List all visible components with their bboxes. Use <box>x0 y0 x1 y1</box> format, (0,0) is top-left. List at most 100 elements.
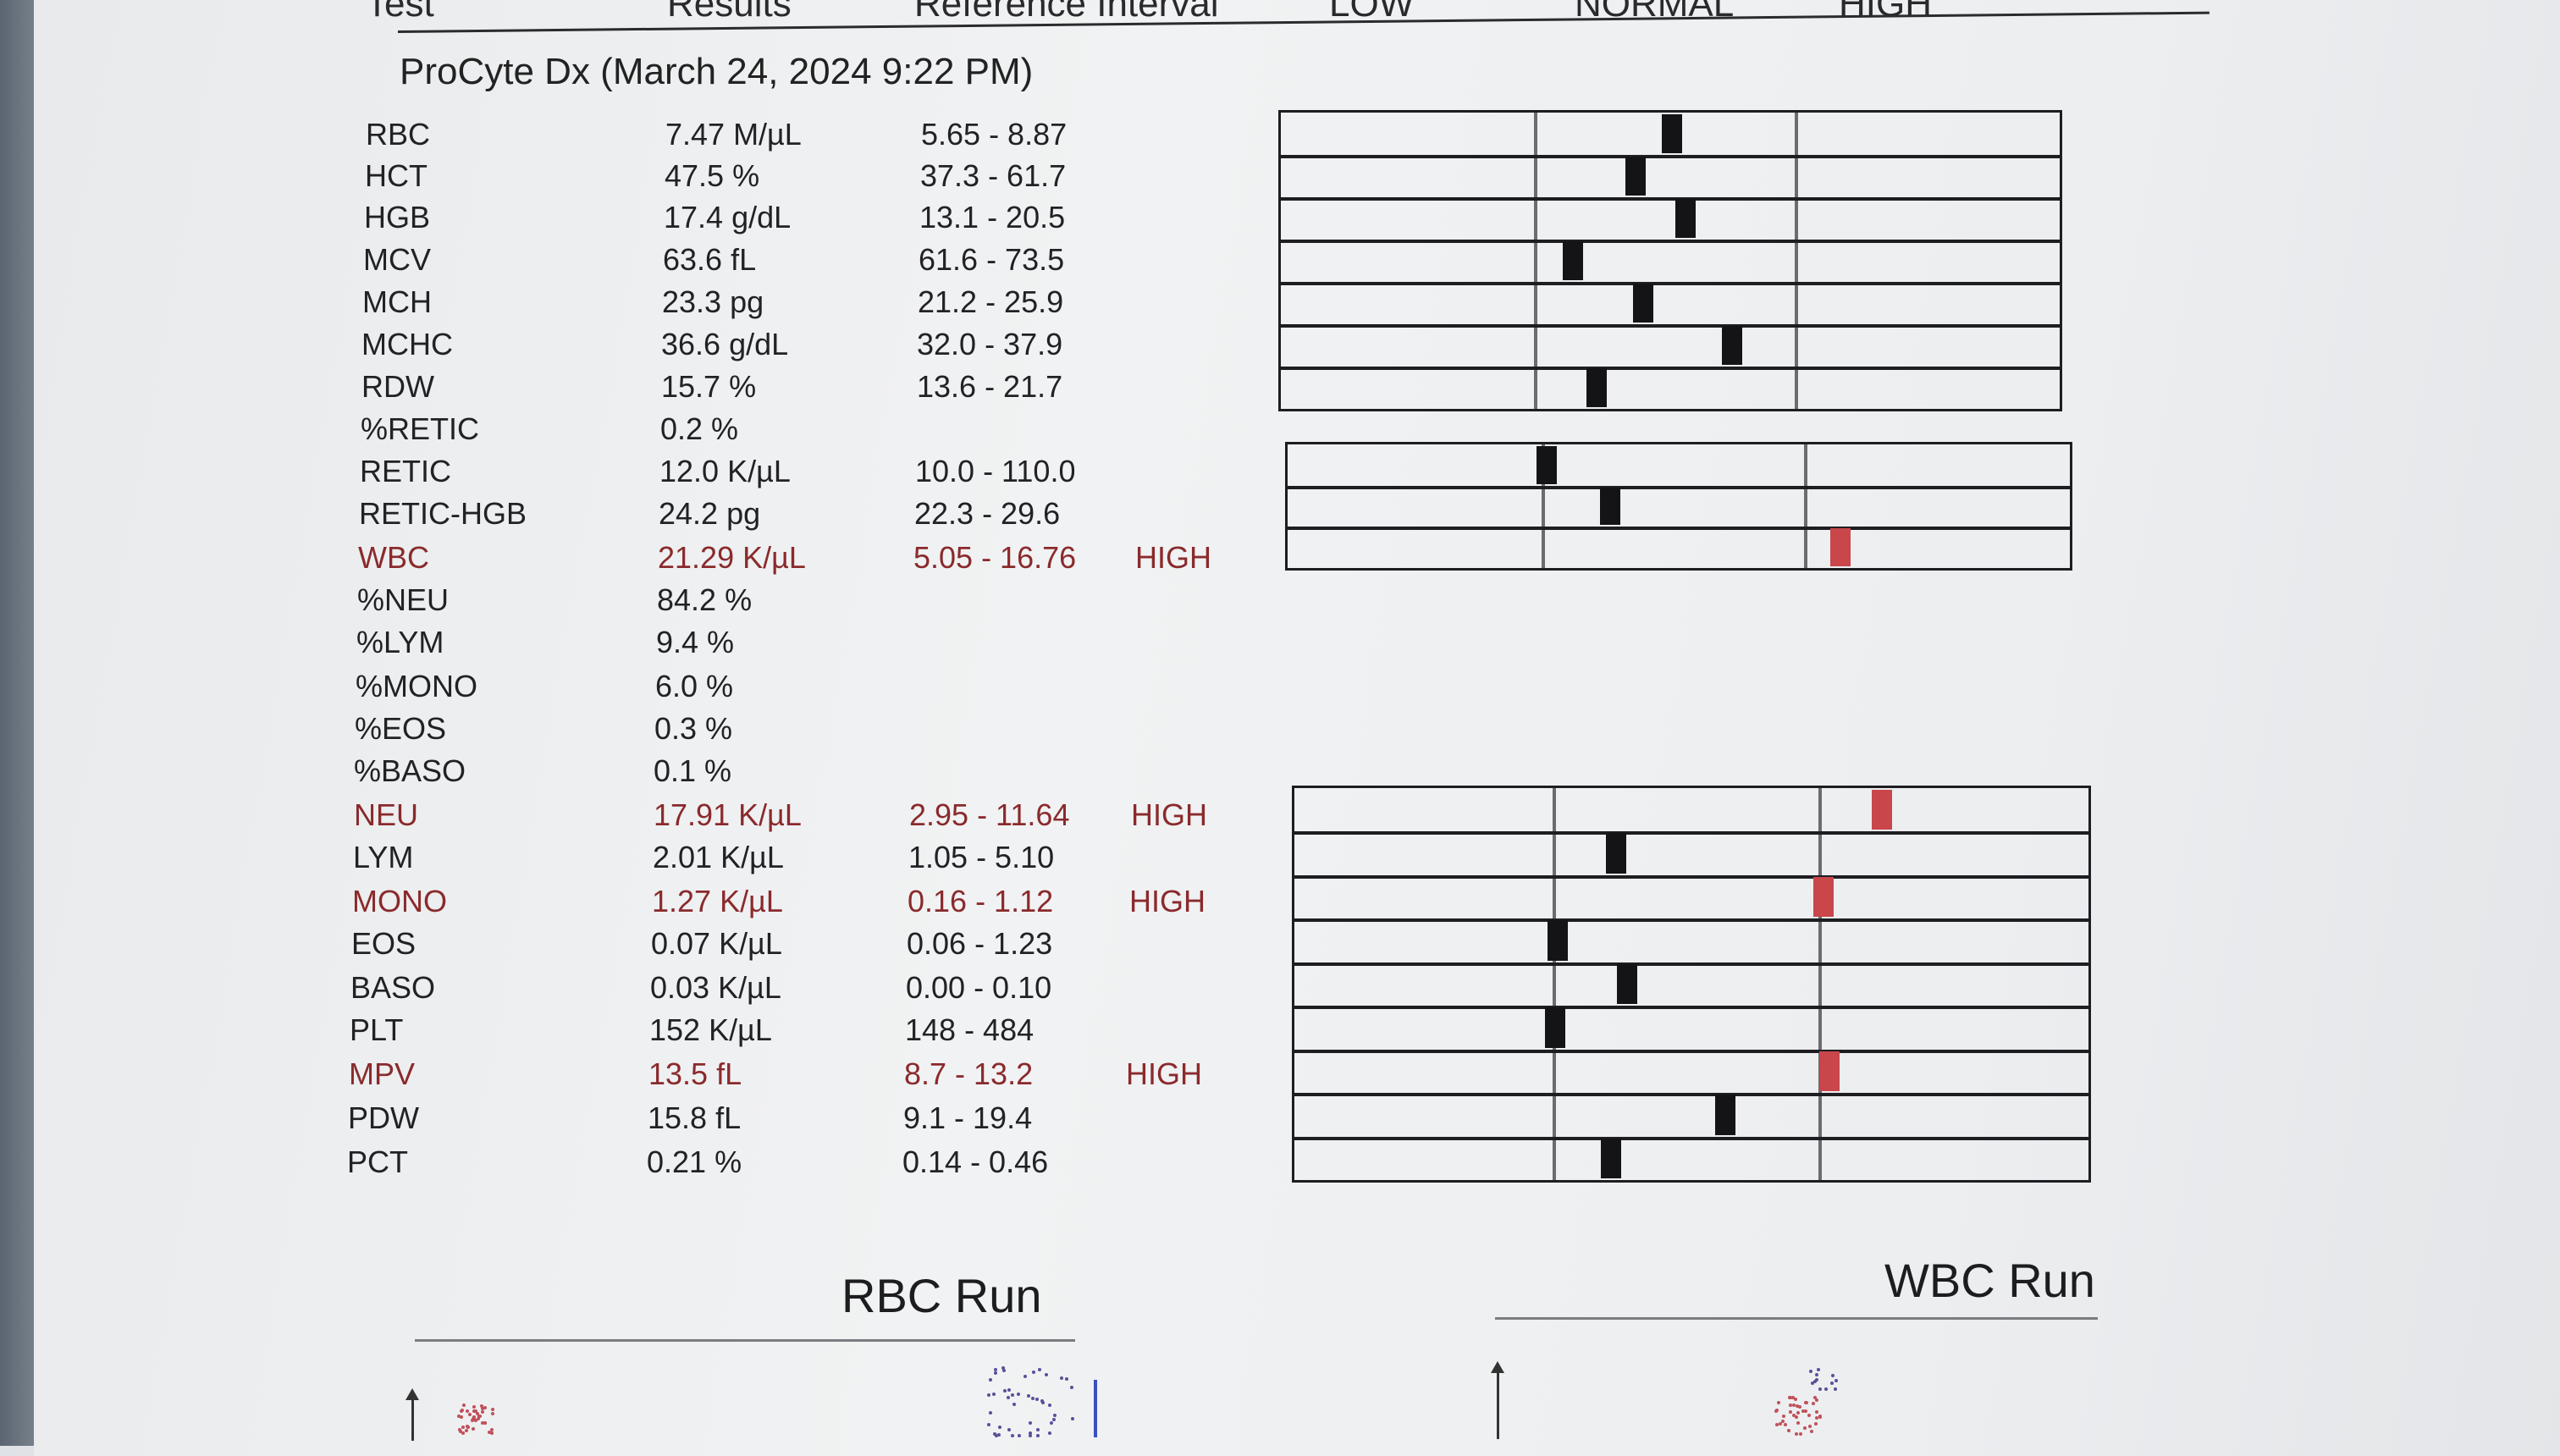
scatter-dot <box>1012 1402 1016 1406</box>
scatter-dot <box>1011 1393 1015 1397</box>
scatter-dot <box>1807 1413 1812 1417</box>
reference-interval: 1.05 - 5.10 <box>908 840 1055 874</box>
gauge-marker <box>1537 446 1558 484</box>
scatter-dot <box>1037 1368 1041 1372</box>
scatter-dot <box>1018 1434 1022 1437</box>
scatter-dot <box>1001 1366 1006 1371</box>
gauge-row <box>1294 1093 2088 1140</box>
scatter-dot <box>489 1427 494 1431</box>
test-result: 12.0 K/µL <box>659 454 791 488</box>
gauge-row <box>1294 962 2088 1010</box>
lab-report-paper: Test Results Reference Interval LOW NORM… <box>34 0 2560 1456</box>
test-name: %RETIC <box>361 411 480 446</box>
scatter-dot <box>461 1404 466 1408</box>
scatter-dot <box>1070 1416 1074 1420</box>
test-name: HGB <box>364 200 431 234</box>
test-name: %NEU <box>357 582 450 617</box>
scatter-dot <box>487 1431 491 1435</box>
scatter-dot <box>997 1433 1001 1437</box>
scatter-dot <box>1814 1378 1818 1382</box>
header-high: HIGH <box>1839 0 1932 25</box>
scatter-dot <box>480 1406 484 1410</box>
scatter-dot <box>473 1419 477 1423</box>
reference-interval: 32.0 - 37.9 <box>917 327 1063 361</box>
scatter-dot <box>1782 1415 1786 1419</box>
scatter-dot <box>1812 1401 1816 1405</box>
reference-interval: 0.14 - 0.46 <box>902 1144 1049 1179</box>
gauge-marker <box>1662 114 1683 153</box>
scatter-dot <box>479 1404 483 1409</box>
gauge-marker <box>1563 241 1584 280</box>
gauge-marker-high <box>1818 1051 1840 1092</box>
gauge-range-divider <box>1795 113 1799 409</box>
reference-interval: 61.6 - 73.5 <box>919 242 1065 277</box>
scatter-dot <box>1007 1428 1012 1432</box>
header-results: Results <box>667 0 792 25</box>
test-name: EOS <box>351 926 417 961</box>
scatter-dot <box>1830 1374 1834 1378</box>
scatter-dot <box>1818 1387 1822 1391</box>
scatter-dot <box>1804 1401 1808 1405</box>
gauge-row <box>1281 240 2060 285</box>
scatter-dot <box>476 1412 480 1416</box>
scatter-dot <box>1781 1420 1785 1424</box>
scatter-dot <box>992 1393 996 1397</box>
scatter-dot <box>988 1377 992 1382</box>
test-name: %EOS <box>355 711 447 746</box>
scatter-dot <box>465 1409 469 1413</box>
gauge-row <box>1294 788 2088 836</box>
scatter-dot <box>1779 1422 1783 1426</box>
scatter-dot <box>1815 1416 1819 1420</box>
gauge-row <box>1281 197 2060 243</box>
test-name: NEU <box>354 797 419 832</box>
scatter-dot <box>1003 1388 1007 1393</box>
gauge-marker-high <box>1872 790 1893 830</box>
scatter-dot <box>1793 1397 1797 1401</box>
table-surface <box>0 0 34 1446</box>
scatter-dot <box>997 1425 1001 1429</box>
scatter-dot <box>1834 1379 1839 1383</box>
test-result: 17.4 g/dL <box>664 200 792 234</box>
rbc-run-title: RBC Run <box>841 1269 1042 1322</box>
scatter-dot <box>1824 1387 1829 1392</box>
scatter-dot <box>1029 1431 1033 1435</box>
scatter-dot <box>1808 1424 1812 1428</box>
scatter-dot <box>1774 1409 1778 1414</box>
gauge-panel-retic-wbc <box>1285 442 2072 571</box>
scatter-dot <box>1040 1398 1045 1403</box>
test-result: 47.5 % <box>665 158 760 193</box>
scatter-dot <box>465 1425 469 1429</box>
scatter-dot <box>1006 1395 1010 1399</box>
scatter-dot <box>993 1431 997 1436</box>
scatter-dot <box>1798 1431 1802 1436</box>
gauge-range-divider <box>1803 444 1807 568</box>
scatter-dot <box>491 1408 495 1412</box>
reference-interval: 13.6 - 21.7 <box>917 369 1063 404</box>
rbc-run-rule <box>415 1339 1075 1342</box>
test-name: PCT <box>347 1144 408 1179</box>
test-name: %LYM <box>356 625 444 659</box>
scatter-dot <box>1814 1410 1818 1415</box>
scatter-dot <box>491 1411 495 1415</box>
scatter-dot <box>457 1414 461 1418</box>
test-name: %BASO <box>354 753 466 788</box>
reference-interval: 13.1 - 20.5 <box>919 200 1066 234</box>
test-result: 7.47 M/µL <box>665 117 802 152</box>
scatter-dot <box>1776 1400 1780 1404</box>
gauge-row <box>1294 1137 2088 1180</box>
scatter-dot <box>1016 1393 1020 1397</box>
scatter-dot <box>1816 1368 1820 1372</box>
reference-interval: 5.65 - 8.87 <box>921 117 1068 152</box>
test-result: 6.0 % <box>655 669 734 703</box>
gauge-marker <box>1606 833 1627 874</box>
gauge-marker <box>1599 487 1620 526</box>
scatter-dot <box>994 1434 998 1437</box>
gauge-range-divider <box>1552 788 1556 1180</box>
test-result: 0.03 K/µL <box>650 970 781 1005</box>
scatter-dot <box>1032 1370 1036 1374</box>
header-normal: NORMAL <box>1575 0 1735 25</box>
test-result: 23.3 pg <box>662 284 764 319</box>
gauge-row <box>1288 486 2070 531</box>
scatter-dot <box>464 1428 468 1432</box>
scatter-dot <box>1818 1414 1822 1418</box>
